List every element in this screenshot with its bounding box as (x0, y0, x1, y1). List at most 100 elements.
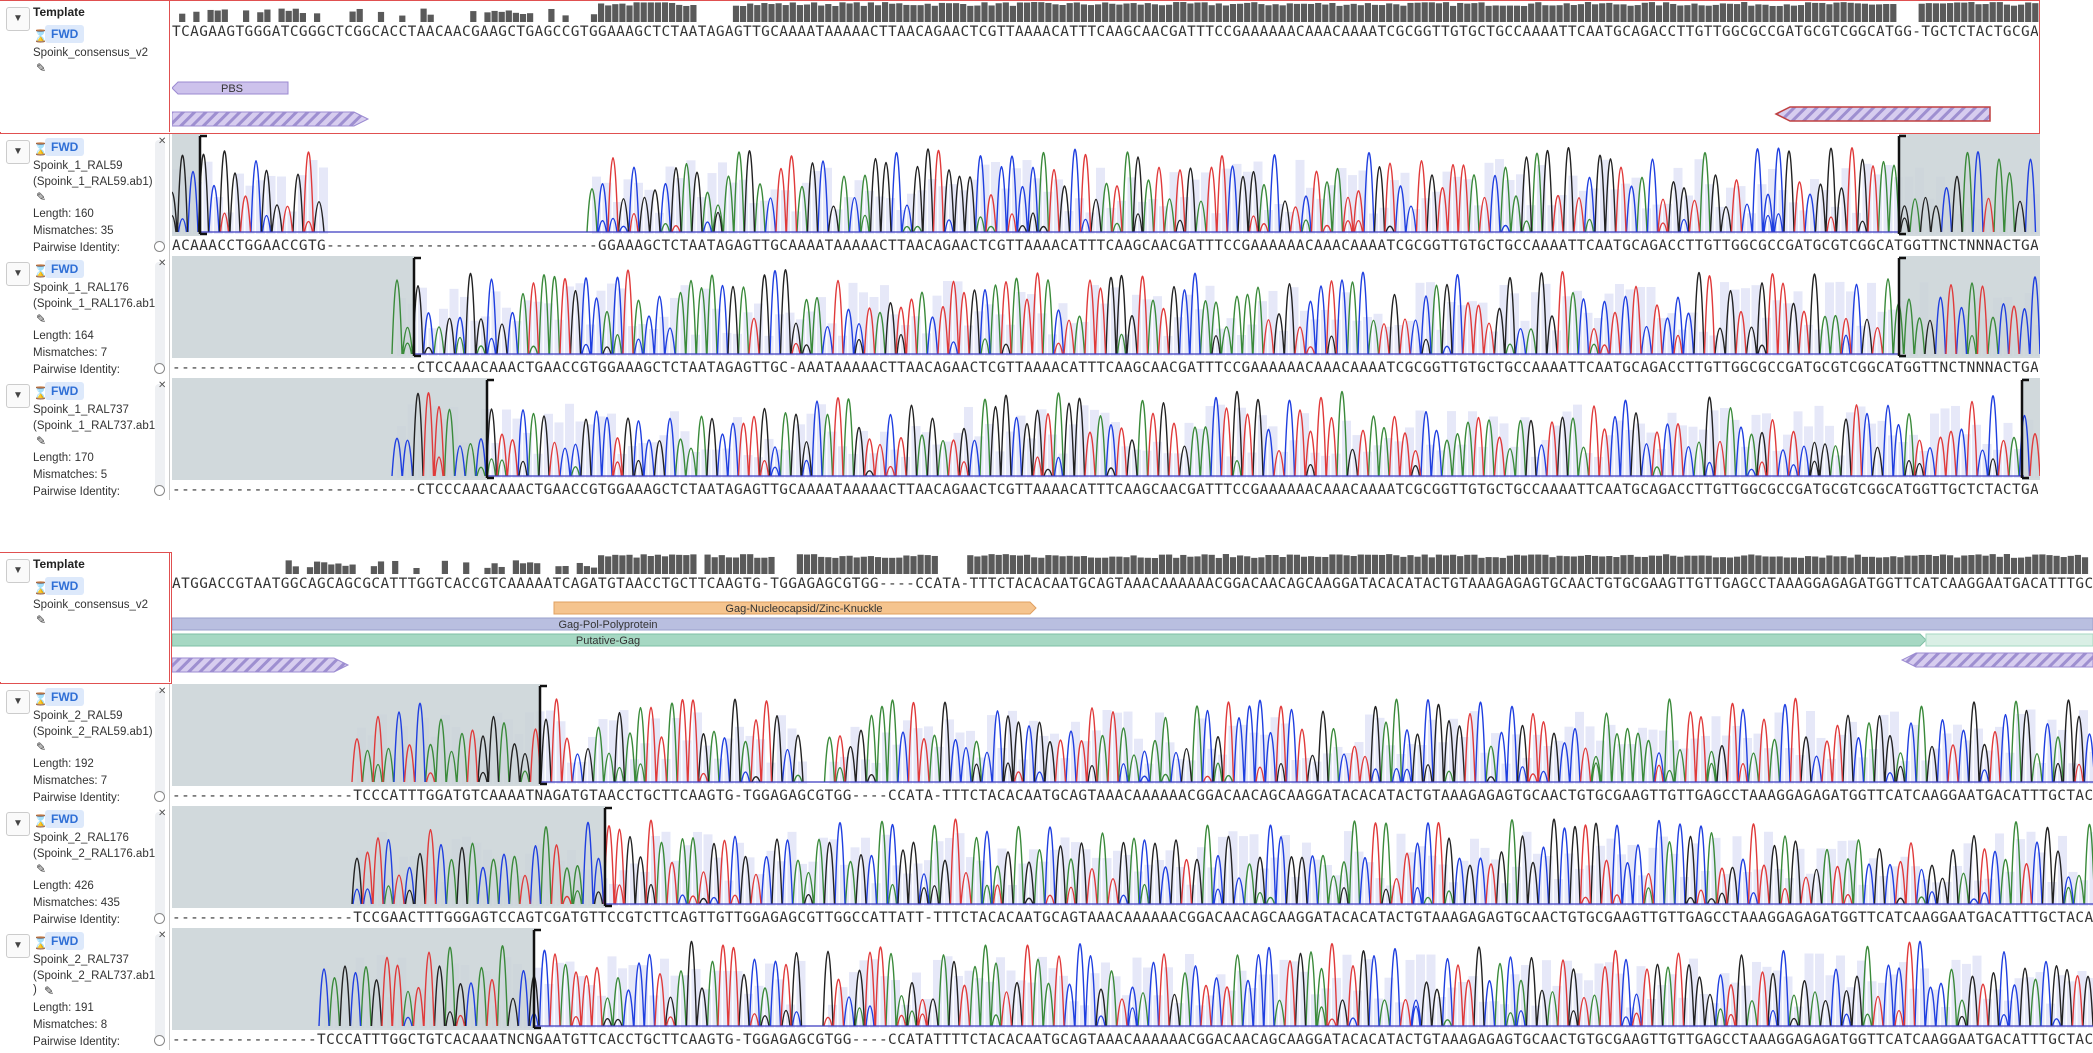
row-scrollbar[interactable] (155, 262, 165, 372)
hourglass-icon[interactable]: ⌛ (33, 936, 48, 950)
chevron-down-icon[interactable]: ▼ (6, 384, 30, 408)
strand-badge[interactable]: FWD (45, 25, 85, 43)
hourglass-icon[interactable]: ⌛ (33, 692, 48, 706)
coverage-bar (1506, 555, 1513, 574)
chevron-down-icon[interactable]: ▼ (6, 140, 30, 164)
template-title: Template (33, 557, 85, 571)
chevron-down-icon[interactable]: ▼ (6, 262, 30, 286)
hourglass-icon[interactable]: ⌛ (33, 386, 48, 400)
trim-handle[interactable] (1897, 256, 1906, 358)
trim-handle[interactable] (538, 684, 547, 786)
coverage-bar (590, 14, 598, 22)
coverage-bar (1485, 5, 1492, 22)
trimmed-region-right[interactable] (2022, 378, 2040, 480)
primer-forward-2[interactable] (172, 657, 350, 673)
coverage-bar (1812, 556, 1819, 574)
coverage-bar (349, 564, 356, 574)
trim-handle[interactable] (1897, 134, 1906, 236)
row-scrollbar[interactable] (155, 690, 165, 800)
coverage-bar (917, 5, 924, 22)
coverage-bar (1350, 556, 1357, 574)
resize-handle[interactable] (154, 241, 165, 252)
coverage-bar (1925, 554, 1932, 574)
resize-handle[interactable] (154, 913, 165, 924)
read-label: ▼ ⌛ FWD Spoink_1_RAL737 (Spoink_1_RAL737… (0, 378, 170, 500)
coverage-bar (207, 9, 214, 22)
pencil-icon[interactable]: ✎ (36, 740, 47, 754)
trace-G (412, 390, 1998, 477)
pencil-icon[interactable]: ✎ (36, 613, 47, 627)
chevron-down-icon[interactable]: ▼ (6, 690, 30, 714)
pencil-icon[interactable]: ✎ (44, 984, 55, 998)
quality-bar (555, 962, 564, 1028)
chevron-down-icon[interactable]: ▼ (6, 812, 30, 836)
strand-badge[interactable]: FWD (45, 688, 85, 706)
trim-handle[interactable] (532, 928, 541, 1030)
close-icon[interactable]: ✕ (158, 808, 167, 819)
trimmed-region-left[interactable] (172, 378, 487, 480)
strand-badge[interactable]: FWD (45, 932, 85, 950)
resize-handle[interactable] (154, 1035, 165, 1046)
trimmed-region-left[interactable] (172, 928, 534, 1030)
quality-bar (869, 297, 879, 356)
close-icon[interactable]: ✕ (158, 686, 167, 697)
close-icon[interactable]: ✕ (158, 930, 167, 941)
hourglass-icon[interactable]: ⌛ (33, 581, 48, 595)
primer-reverse-1[interactable] (1774, 106, 1991, 122)
read-label: ▼ ⌛ FWD Spoink_2_RAL737 (Spoink_2_RAL737… (0, 928, 170, 1050)
coverage-bar (1549, 557, 1556, 574)
pencil-icon[interactable]: ✎ (36, 61, 47, 75)
primer-reverse-2[interactable] (1900, 652, 2093, 668)
row-scrollbar[interactable] (155, 140, 165, 250)
coverage-bar (1996, 2, 2003, 22)
coverage-bar (1300, 556, 1308, 574)
primer-forward-1[interactable] (172, 111, 370, 127)
strand-badge[interactable]: FWD (45, 810, 85, 828)
row-scrollbar[interactable] (155, 934, 165, 1044)
gag-pol-annotation[interactable] (172, 617, 2093, 631)
trimmed-region-left[interactable] (172, 256, 414, 358)
quality-bar (775, 449, 784, 478)
pencil-icon[interactable]: ✎ (36, 190, 47, 204)
coverage-bar (1442, 2, 1450, 22)
row-scrollbar[interactable] (155, 384, 165, 494)
close-icon[interactable]: ✕ (158, 380, 167, 391)
hourglass-icon[interactable]: ⌛ (33, 142, 48, 156)
hourglass-icon[interactable]: ⌛ (33, 29, 48, 43)
chevron-down-icon[interactable]: ▼ (6, 7, 30, 31)
strand-badge[interactable]: FWD (45, 260, 85, 278)
chevron-down-icon[interactable]: ▼ (6, 559, 30, 583)
pbs-annotation[interactable] (172, 81, 289, 95)
trim-handle[interactable] (603, 806, 612, 908)
putative-gag-annotation[interactable] (172, 633, 1927, 647)
strand-badge[interactable]: FWD (45, 138, 85, 156)
chevron-down-icon[interactable]: ▼ (6, 934, 30, 958)
close-icon[interactable]: ✕ (158, 258, 167, 269)
pencil-icon[interactable]: ✎ (36, 434, 47, 448)
hourglass-icon[interactable]: ⌛ (33, 814, 48, 828)
coverage-bar (1535, 2, 1542, 22)
read-sequence: ACAAACCTGGAACCGTG-----------------------… (172, 238, 2038, 254)
coverage-bar (1109, 3, 1116, 22)
resize-handle[interactable] (154, 485, 165, 496)
quality-bar (1678, 425, 1687, 478)
trim-handle[interactable] (198, 134, 207, 236)
trim-handle[interactable] (485, 378, 494, 480)
strand-badge[interactable]: FWD (45, 382, 85, 400)
trim-handle[interactable] (2020, 378, 2029, 480)
resize-handle[interactable] (154, 363, 165, 374)
resize-handle[interactable] (154, 791, 165, 802)
trim-handle[interactable] (412, 256, 421, 358)
pencil-icon[interactable]: ✎ (36, 312, 47, 326)
coverage-bar (1251, 2, 1258, 22)
close-icon[interactable]: ✕ (158, 136, 167, 147)
pencil-icon[interactable]: ✎ (36, 862, 47, 876)
trimmed-region-left[interactable] (172, 684, 540, 786)
strand-badge[interactable]: FWD (45, 577, 85, 595)
row-scrollbar[interactable] (155, 812, 165, 922)
hourglass-icon[interactable]: ⌛ (33, 264, 48, 278)
trimmed-region-right[interactable] (1899, 134, 2040, 236)
coverage-bar (811, 554, 818, 574)
gag-nucleocapsid-annotation[interactable] (553, 601, 1037, 615)
putative-gag-continuation[interactable] (1925, 633, 2093, 647)
